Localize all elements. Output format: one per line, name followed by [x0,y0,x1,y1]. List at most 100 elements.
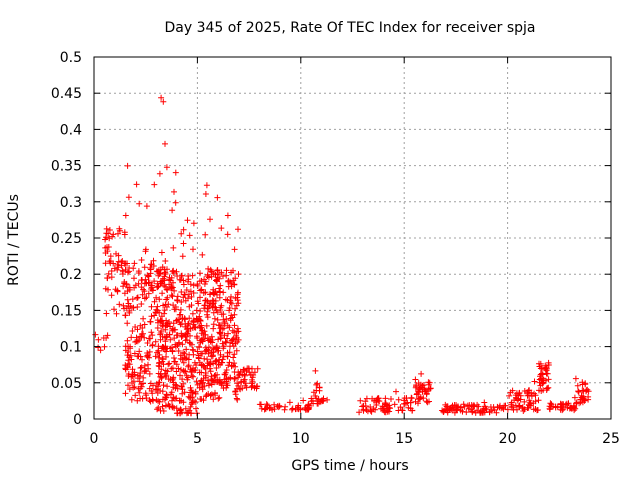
data-point [129,380,135,386]
data-point [155,343,162,350]
data-point [210,321,217,328]
data-point [221,332,228,339]
data-point [306,404,313,411]
data-point [226,307,233,314]
data-point [207,359,214,365]
data-point [146,279,153,286]
data-point [115,252,122,259]
data-point [124,320,131,327]
data-point [585,396,592,403]
data-point [183,346,190,353]
data-point [218,382,225,389]
data-point [204,305,211,312]
data-point [219,326,226,332]
data-point [162,394,169,401]
data-point [141,321,148,328]
data-point [218,311,225,318]
data-point [138,364,145,371]
data-point [178,383,185,390]
data-point [190,282,197,289]
data-point [104,248,111,255]
data-point [147,335,154,342]
y-axis-label: ROTI / TECUs [6,194,22,286]
data-point [233,328,240,335]
data-point [103,225,110,232]
data-point [176,311,183,318]
data-point [162,338,169,345]
data-point [218,334,224,341]
data-point [152,338,159,345]
data-point [153,268,160,275]
data-point [170,267,177,274]
data-point [316,384,323,391]
y-tick-label: 0.5 [60,50,82,66]
data-point [231,351,238,358]
data-point [122,212,129,219]
data-point [137,353,144,360]
data-point [531,378,538,385]
data-point [263,401,270,408]
data-point [545,376,552,383]
data-point [198,377,205,384]
data-point [185,362,192,369]
data-point [286,399,293,406]
data-point [180,226,187,233]
data-point [234,380,241,387]
y-tick-label: 0.2 [60,267,82,283]
data-point [134,295,140,301]
data-point [131,369,138,376]
data-point [101,343,108,350]
data-point [228,293,234,300]
data-point [144,350,151,356]
y-ticks: 0 0.05 0.1 0.15 0.2 0.25 0.3 0.35 0.4 0.45 0.5 [51,50,611,428]
data-point [172,199,179,206]
data-point [488,407,495,414]
data-point [122,266,129,273]
data-point [237,368,244,375]
data-point [155,354,162,361]
data-point [229,327,236,334]
data-point [379,403,386,410]
data-point [481,399,488,406]
data-point [134,397,141,404]
data-point [215,395,222,402]
data-point [461,403,468,410]
data-point [168,389,175,396]
data-point [217,329,224,336]
data-point [152,353,159,360]
data-point [123,281,130,288]
data-point [178,299,185,305]
data-point [172,326,179,333]
data-point [163,391,170,398]
data-point [521,398,528,405]
data-point [174,332,181,339]
data-point [543,385,550,392]
data-point [256,401,263,408]
data-point [150,263,157,269]
data-point [173,361,180,368]
data-point [216,275,223,282]
data-point [367,404,374,410]
data-point [186,394,193,401]
data-point [181,350,188,357]
x-tick-label: 5 [193,431,202,447]
data-point [203,182,210,189]
data-point [213,365,220,371]
data-point [122,365,129,372]
data-point [190,373,197,380]
data-point [177,372,183,379]
data-point [369,395,376,402]
data-point [234,325,241,332]
data-point [164,345,170,352]
data-point [235,336,242,343]
data-point [415,388,422,395]
data-point [199,251,206,258]
data-point [146,354,152,361]
data-point [97,347,104,354]
data-point [224,335,231,342]
data-point [126,386,133,393]
data-point [154,406,161,413]
data-point [228,269,235,276]
data-point [182,337,189,344]
data-point [241,371,248,378]
